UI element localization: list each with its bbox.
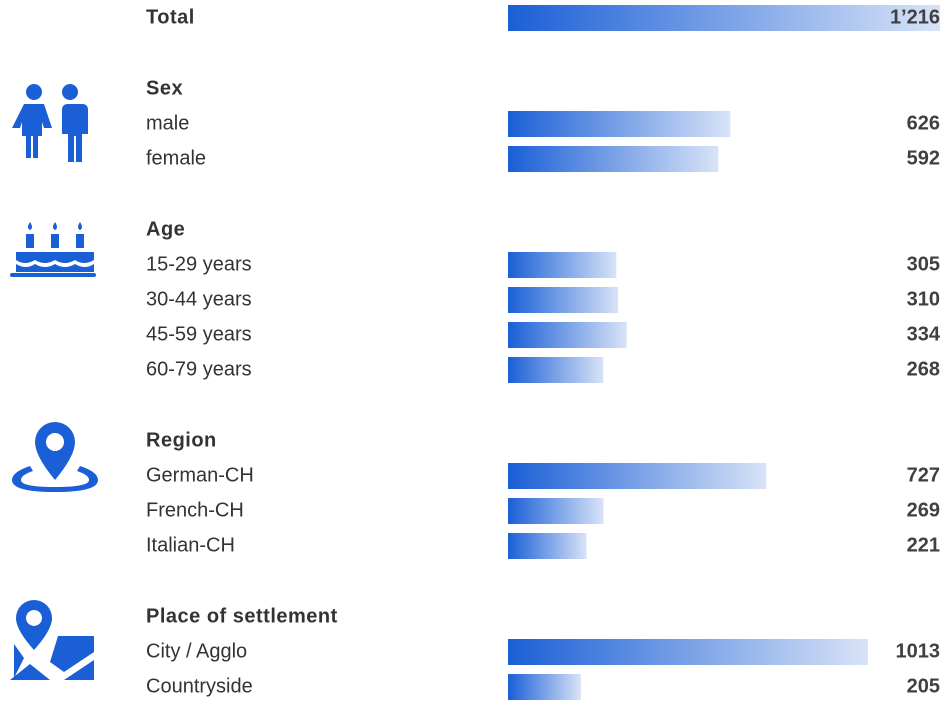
value-label: 727 — [907, 464, 940, 486]
value-label: 221 — [907, 534, 940, 556]
category-label: City / Agglo — [146, 640, 247, 662]
bar — [508, 533, 587, 559]
category-label: 30-44 years — [146, 288, 252, 310]
value-label: 1013 — [896, 640, 941, 662]
category-label: French-CH — [146, 499, 244, 521]
sex-icon — [12, 84, 88, 162]
category-label: Italian-CH — [146, 534, 235, 556]
region-icon — [12, 422, 98, 492]
category-label: male — [146, 112, 189, 134]
category-label: 45-59 years — [146, 323, 252, 345]
bar — [508, 322, 627, 348]
value-label: 305 — [907, 253, 940, 275]
value-label: 626 — [907, 112, 940, 134]
category-label: German-CH — [146, 464, 254, 486]
category-label: 60-79 years — [146, 358, 252, 380]
group-title: Sex — [146, 77, 183, 99]
value-label: 310 — [907, 288, 940, 310]
bar — [508, 111, 731, 137]
category-label: Countryside — [146, 675, 253, 697]
category-label: 15-29 years — [146, 253, 252, 275]
bar — [508, 252, 617, 278]
bar — [508, 674, 581, 700]
category-label: female — [146, 147, 206, 169]
group-title: Age — [146, 218, 185, 240]
bar — [508, 639, 868, 665]
total-label: Total — [146, 6, 195, 28]
settlement-icon — [10, 600, 94, 680]
bar — [508, 146, 719, 172]
age-icon — [10, 222, 96, 277]
total-value-label: 1’216 — [890, 6, 940, 28]
bar — [508, 357, 604, 383]
group-title: Region — [146, 429, 217, 451]
value-label: 205 — [907, 675, 940, 697]
group-title: Place of settlement — [146, 605, 338, 627]
bar — [508, 5, 940, 31]
bar — [508, 463, 767, 489]
value-label: 592 — [907, 147, 940, 169]
value-label: 334 — [907, 323, 941, 345]
value-label: 269 — [907, 499, 940, 521]
bar — [508, 498, 604, 524]
value-label: 268 — [907, 358, 940, 380]
bar — [508, 287, 619, 313]
